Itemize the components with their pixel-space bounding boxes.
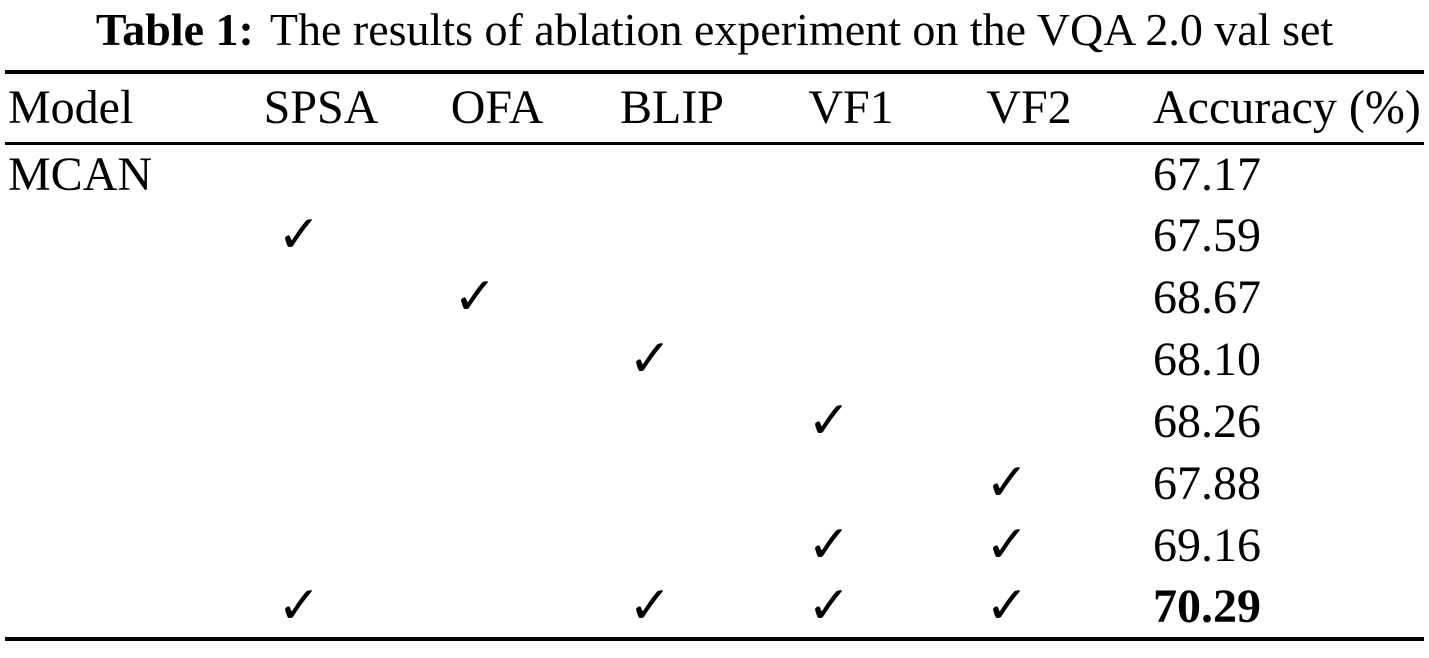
- col-header-model: Model: [8, 81, 134, 135]
- check-cell-spsa: [231, 515, 411, 577]
- accuracy-cell: 67.88: [1153, 457, 1261, 510]
- col-header-accuracy: Accuracy (%): [1153, 81, 1421, 135]
- table-row: ✓ 67.59: [5, 205, 1424, 267]
- check-cell-vf1: [761, 143, 941, 205]
- table-row: ✓ 68.67: [5, 267, 1424, 329]
- check-cell-vf2: ✓: [941, 577, 1117, 639]
- check-cell-ofa: [411, 205, 583, 267]
- check-cell-vf2: ✓: [941, 453, 1117, 515]
- table-caption: Table 1: The results of ablation experime…: [0, 0, 1429, 58]
- check-cell-vf1: ✓: [761, 577, 941, 639]
- model-cell: [5, 391, 231, 453]
- check-cell-vf2: [941, 205, 1117, 267]
- check-cell-spsa: ✓: [231, 577, 411, 639]
- check-cell-ofa: [411, 515, 583, 577]
- checkmark-icon: ✓: [807, 517, 851, 574]
- checkmark-icon: ✓: [985, 578, 1029, 635]
- checkmark-icon: ✓: [628, 331, 672, 388]
- check-cell-vf2: [941, 143, 1117, 205]
- table-row: MCAN 67.17: [5, 143, 1424, 205]
- header-row: Model SPSA OFA BLIP VF1 VF2 Accuracy (%): [5, 72, 1424, 143]
- check-cell-vf1: ✓: [761, 515, 941, 577]
- check-cell-ofa: [411, 453, 583, 515]
- check-cell-ofa: ✓: [411, 267, 583, 329]
- accuracy-cell: 69.16: [1153, 519, 1261, 572]
- check-cell-spsa: [231, 267, 411, 329]
- accuracy-cell: 67.17: [1153, 147, 1261, 201]
- model-cell: [5, 453, 231, 515]
- table-caption-label: Table 1:: [95, 4, 254, 55]
- check-cell-vf2: [941, 267, 1117, 329]
- check-cell-blip: [583, 391, 761, 453]
- accuracy-cell: 68.67: [1153, 271, 1261, 324]
- check-cell-spsa: [231, 453, 411, 515]
- checkmark-icon: ✓: [453, 269, 497, 326]
- col-header-ofa: OFA: [450, 81, 544, 135]
- accuracy-cell-best: 70.29: [1153, 580, 1261, 633]
- check-cell-spsa: [231, 329, 411, 391]
- model-cell: [5, 205, 231, 267]
- col-header-blip: BLIP: [619, 81, 724, 135]
- model-cell: [5, 577, 231, 639]
- accuracy-cell: 67.59: [1153, 209, 1261, 262]
- check-cell-vf1: [761, 267, 941, 329]
- check-cell-blip: [583, 267, 761, 329]
- check-cell-blip: ✓: [583, 329, 761, 391]
- model-cell: [5, 329, 231, 391]
- check-cell-blip: ✓: [583, 577, 761, 639]
- table-row: ✓ ✓ 69.16: [5, 515, 1424, 577]
- checkmark-icon: ✓: [807, 578, 851, 635]
- check-cell-vf2: [941, 329, 1117, 391]
- check-cell-blip: [583, 515, 761, 577]
- ablation-results-table: Model SPSA OFA BLIP VF1 VF2 Accuracy (%)…: [5, 70, 1424, 641]
- check-cell-spsa: ✓: [231, 205, 411, 267]
- accuracy-cell: 68.10: [1153, 333, 1261, 386]
- col-header-vf1: VF1: [808, 81, 894, 135]
- check-cell-vf2: [941, 391, 1117, 453]
- model-cell: [5, 515, 231, 577]
- check-cell-vf1: [761, 205, 941, 267]
- checkmark-icon: ✓: [985, 455, 1029, 512]
- table-caption-text: The results of ablation experiment on th…: [269, 4, 1334, 55]
- table-row: ✓ 68.10: [5, 329, 1424, 391]
- checkmark-icon: ✓: [807, 393, 851, 450]
- check-cell-blip: [583, 143, 761, 205]
- check-cell-ofa: [411, 391, 583, 453]
- accuracy-cell: 68.26: [1153, 395, 1261, 448]
- check-cell-ofa: [411, 329, 583, 391]
- check-cell-blip: [583, 205, 761, 267]
- check-cell-ofa: [411, 143, 583, 205]
- table-row: ✓ ✓ ✓ ✓ 70.29: [5, 577, 1424, 639]
- checkmark-icon: ✓: [628, 578, 672, 635]
- model-cell: MCAN: [8, 147, 153, 201]
- checkmark-icon: ✓: [277, 578, 321, 635]
- check-cell-spsa: [231, 143, 411, 205]
- col-header-vf2: VF2: [986, 81, 1072, 135]
- col-header-spsa: SPSA: [263, 81, 379, 135]
- model-cell: [5, 267, 231, 329]
- check-cell-blip: [583, 453, 761, 515]
- table-row: ✓ 68.26: [5, 391, 1424, 453]
- check-cell-vf1: [761, 329, 941, 391]
- check-cell-vf2: ✓: [941, 515, 1117, 577]
- check-cell-spsa: [231, 391, 411, 453]
- check-cell-vf1: [761, 453, 941, 515]
- check-cell-vf1: ✓: [761, 391, 941, 453]
- checkmark-icon: ✓: [985, 517, 1029, 574]
- check-cell-ofa: [411, 577, 583, 639]
- checkmark-icon: ✓: [277, 207, 321, 264]
- table-row: ✓ 67.88: [5, 453, 1424, 515]
